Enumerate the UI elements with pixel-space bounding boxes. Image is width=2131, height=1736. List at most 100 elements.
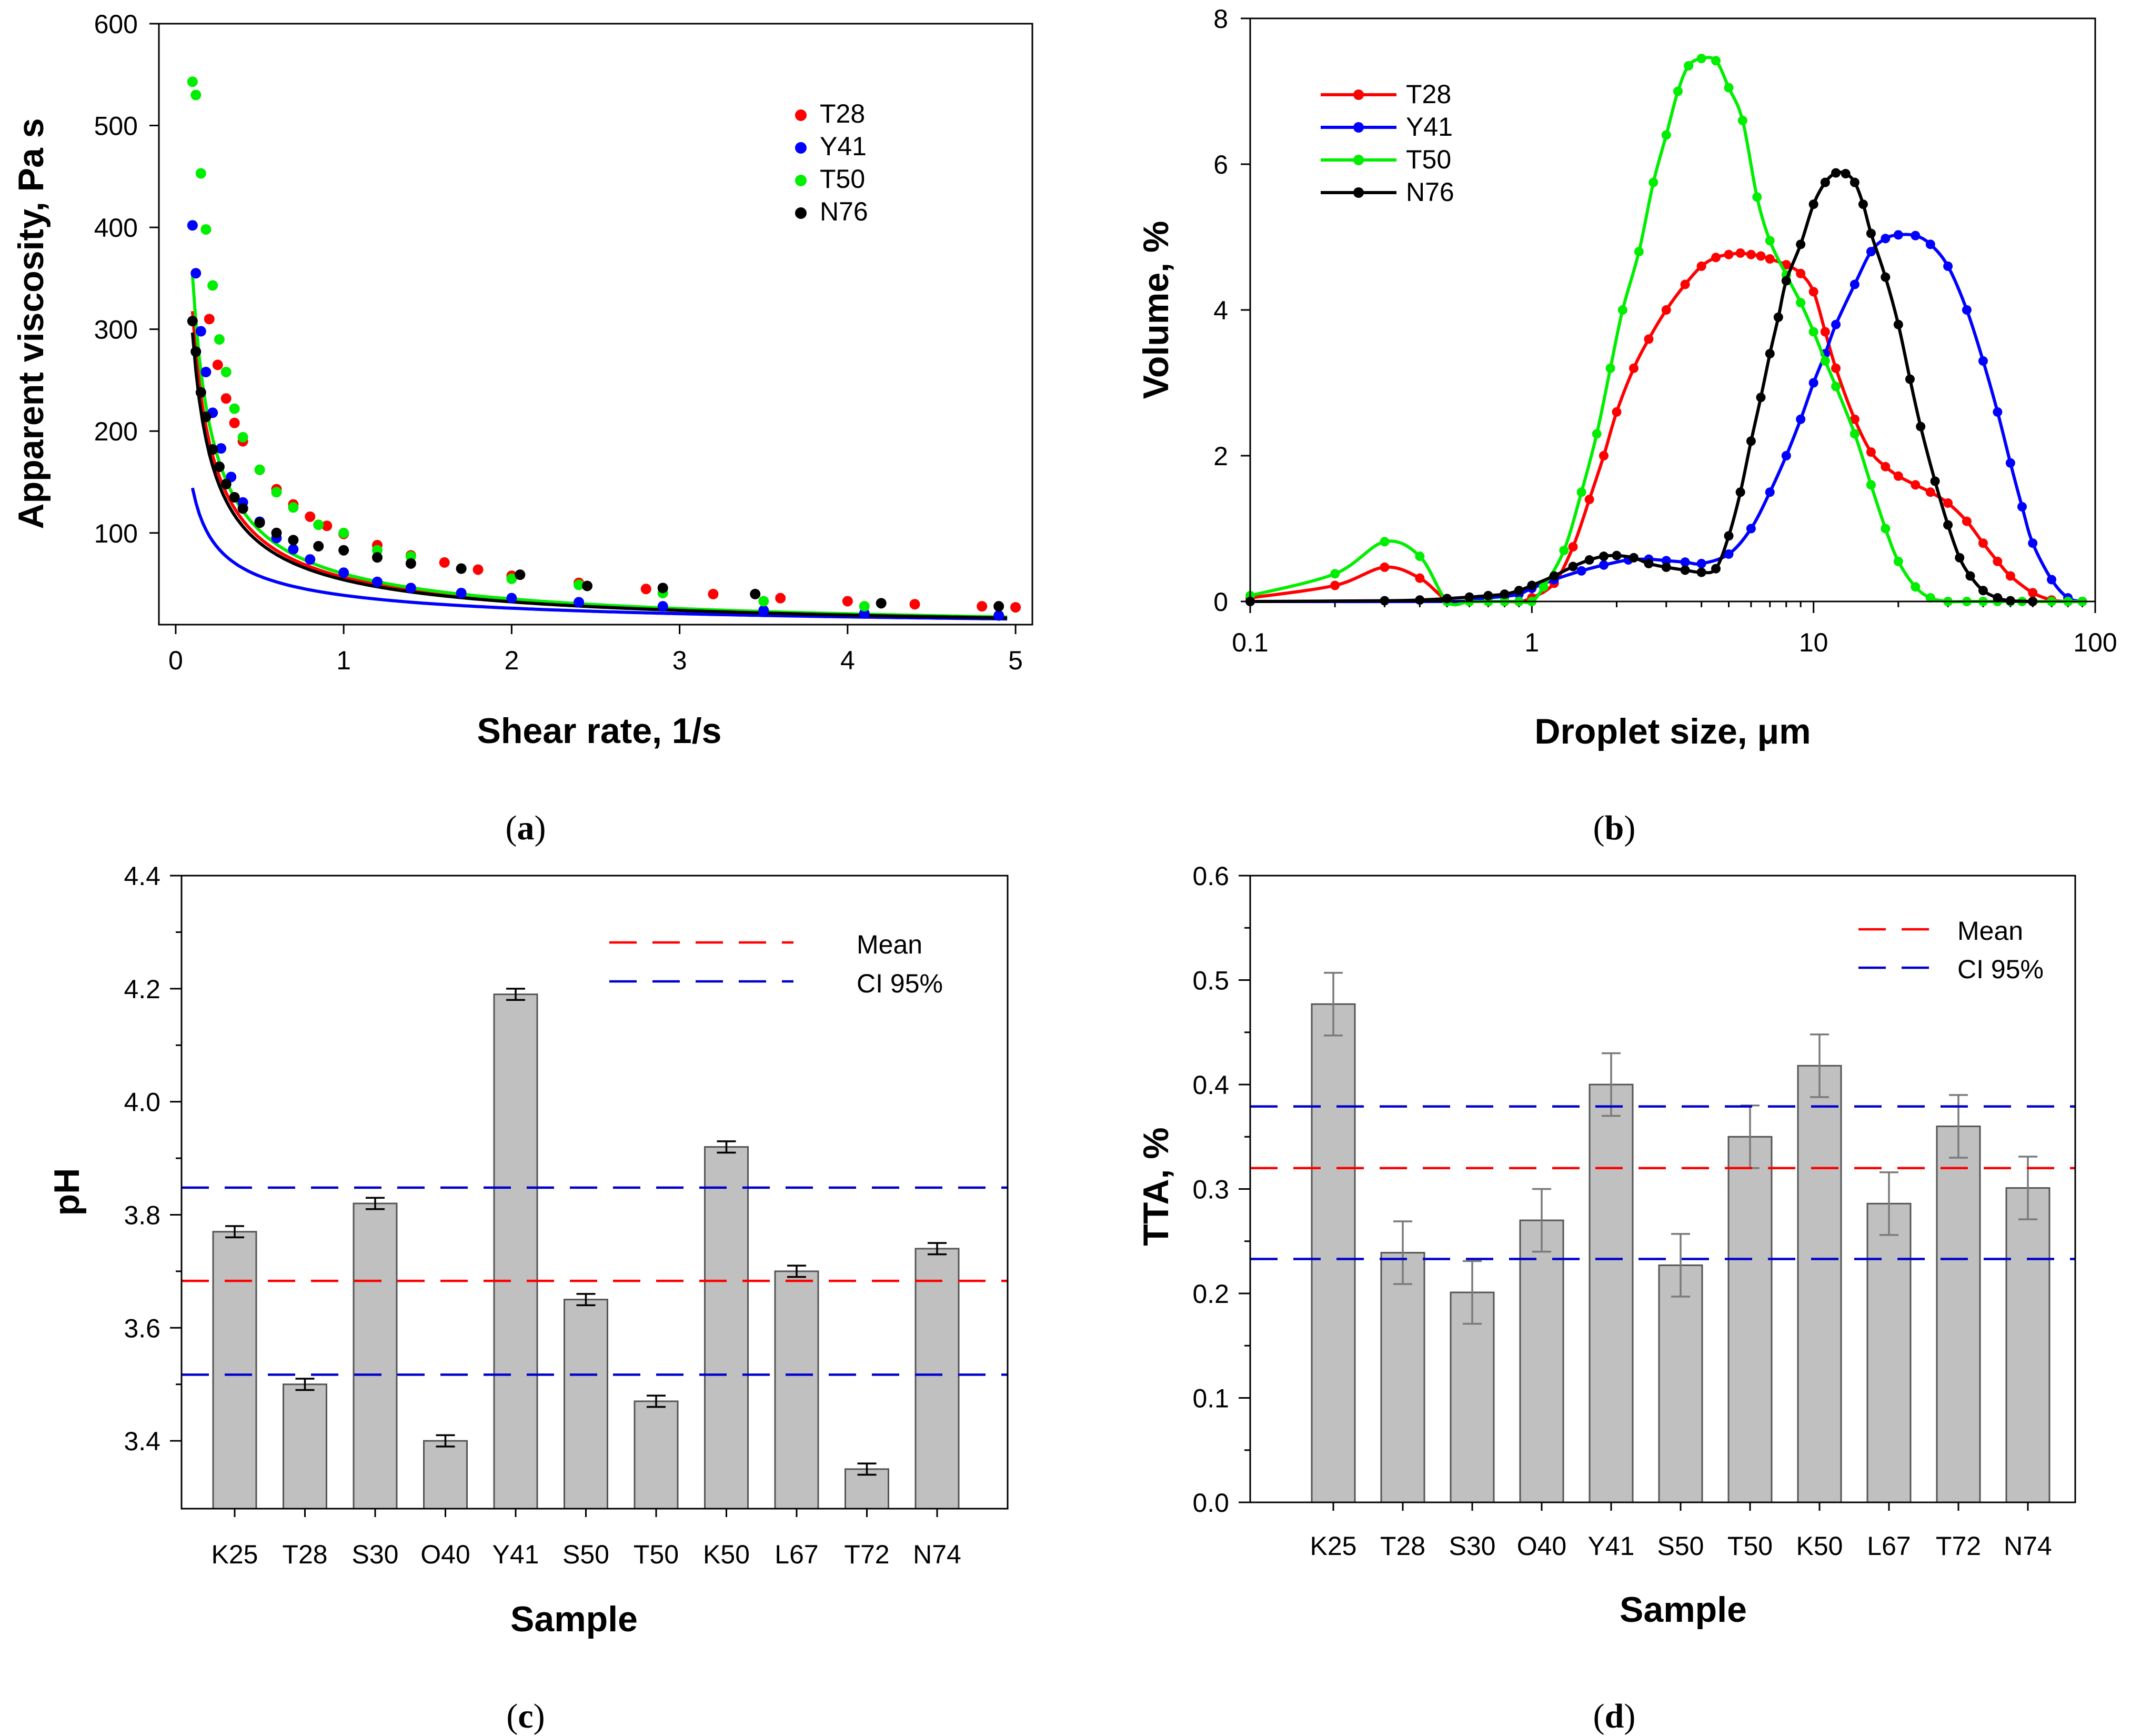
data-point-t28 [1962,516,1972,526]
data-point-n76 [1746,436,1756,446]
data-point-y41 [1925,239,1935,249]
data-point-n76 [254,517,265,528]
panel-d-tta-chart: 0.0 0.1 0.2 0.3 0.4 0.5 0.6 K25 T28 S30 O40 Y41 S50 T… [1136,861,2076,1735]
y-tick-label: 0.6 [1192,861,1229,891]
data-point-n76 [1584,555,1594,565]
panel-c-ph-chart: 3.4 3.6 3.8 4.0 4.2 4.4 K25 T28 S30 O40 Y41 S50 T50 K… [47,861,1009,1735]
data-point-n76 [1858,199,1868,209]
data-point-t28 [1735,248,1745,258]
x-tick-label: L67 [1867,1531,1911,1561]
plot-frame [180,875,1009,1510]
data-point-y41 [2028,538,2038,548]
data-point-y41 [1943,261,1953,271]
x-tick-label: 0 [168,646,183,675]
bar-t50 [634,1400,679,1510]
bar-y41 [1589,1083,1634,1503]
data-point-y41 [2005,458,2015,468]
data-point-y41 [372,576,383,587]
y-tick-label: 0.5 [1192,966,1229,996]
data-point-t28 [1661,305,1671,315]
data-point-t28 [1796,268,1806,278]
data-point-y41 [200,366,212,377]
bar-l67 [1866,1202,1912,1503]
x-axis-title: Droplet size, μm [1534,711,1811,751]
x-axis-title: Sample [1620,1590,1747,1630]
data-point-n76 [372,552,383,563]
data-point-y41 [1893,230,1903,240]
data-point-n76 [1644,558,1654,568]
data-point-t28 [842,596,853,607]
x-tick-label: 1 [336,646,351,675]
error-bar-s50 [1671,1233,1690,1298]
y-tick-label: 600 [94,9,138,39]
data-point-t50 [1330,569,1340,579]
data-point-t28 [439,557,450,568]
x-tick-label: K50 [703,1540,750,1569]
bar-l67 [774,1270,819,1510]
y-tick-label: 2 [1213,441,1228,471]
data-point-n76 [195,387,206,398]
data-point-y41 [1746,524,1756,534]
data-point-t50 [288,502,299,513]
x-tick-label: S30 [1449,1531,1496,1561]
y-tick-label: 4.2 [124,975,160,1004]
data-point-t50 [338,527,349,538]
data-point-t28 [1711,253,1721,263]
y-tick-label: 400 [94,213,138,243]
data-point-n76 [200,412,212,423]
data-point-y41 [1696,558,1706,568]
y-tick-label: 0.3 [1192,1175,1229,1205]
y-tick-label: 4.0 [124,1088,160,1117]
error-bar-t50 [647,1394,666,1408]
data-point-t28 [1380,562,1390,572]
data-point-n76 [993,601,1004,612]
fit-line-t50 [190,275,1008,619]
data-point-t50 [1752,192,1762,202]
data-point-t28 [1746,249,1756,259]
data-point-n76 [1527,580,1537,590]
data-point-t28 [1911,480,1921,490]
legend-label: Y41 [1406,112,1453,142]
data-point-t50 [1661,130,1671,140]
error-bar-k25 [225,1225,244,1239]
data-point-t28 [321,520,333,531]
data-point-y41 [1911,230,1921,240]
data-point-n76 [1866,228,1876,238]
data-point-n76 [1781,276,1791,286]
x-tick-label: K50 [1796,1531,1843,1561]
bar-t72 [1936,1125,1981,1503]
data-point-n76 [1735,487,1745,497]
x-tick-label: 4 [840,646,855,675]
error-bar-y41 [506,988,525,1001]
data-point-y41 [216,443,227,454]
data-point-n76 [271,527,282,538]
fit-line-y41 [190,487,1008,621]
x-axis-title: Shear rate, 1/s [477,711,722,751]
legend-label: T50 [820,164,865,194]
x-tick-label: 5 [1008,646,1023,675]
data-point-t50 [1808,327,1818,337]
data-point-t28 [1330,580,1340,590]
data-point-y41 [993,610,1004,621]
data-point-n76 [1549,571,1559,581]
data-point-y41 [1796,414,1806,424]
bar-t72 [845,1468,889,1510]
data-point-y41 [187,220,198,231]
data-point-t28 [1612,407,1622,417]
data-point-n76 [515,569,526,580]
data-point-t50 [1796,298,1806,308]
data-point-t28 [1765,254,1775,264]
data-point-n76 [1599,551,1609,561]
data-point-n76 [313,540,324,551]
data-point-t28 [1808,287,1818,297]
data-point-n76 [405,558,416,569]
bar-t50 [1727,1136,1773,1503]
data-point-n76 [1993,593,2003,603]
data-point-t28 [1925,487,1935,497]
error-bar-s50 [576,1293,596,1307]
data-point-t28 [229,417,240,428]
data-point-t28 [708,588,719,599]
legend-marker-n76 [1353,187,1364,198]
x-tick-label: N74 [2004,1531,2052,1561]
panel-label-b: (b) [1593,809,1636,847]
